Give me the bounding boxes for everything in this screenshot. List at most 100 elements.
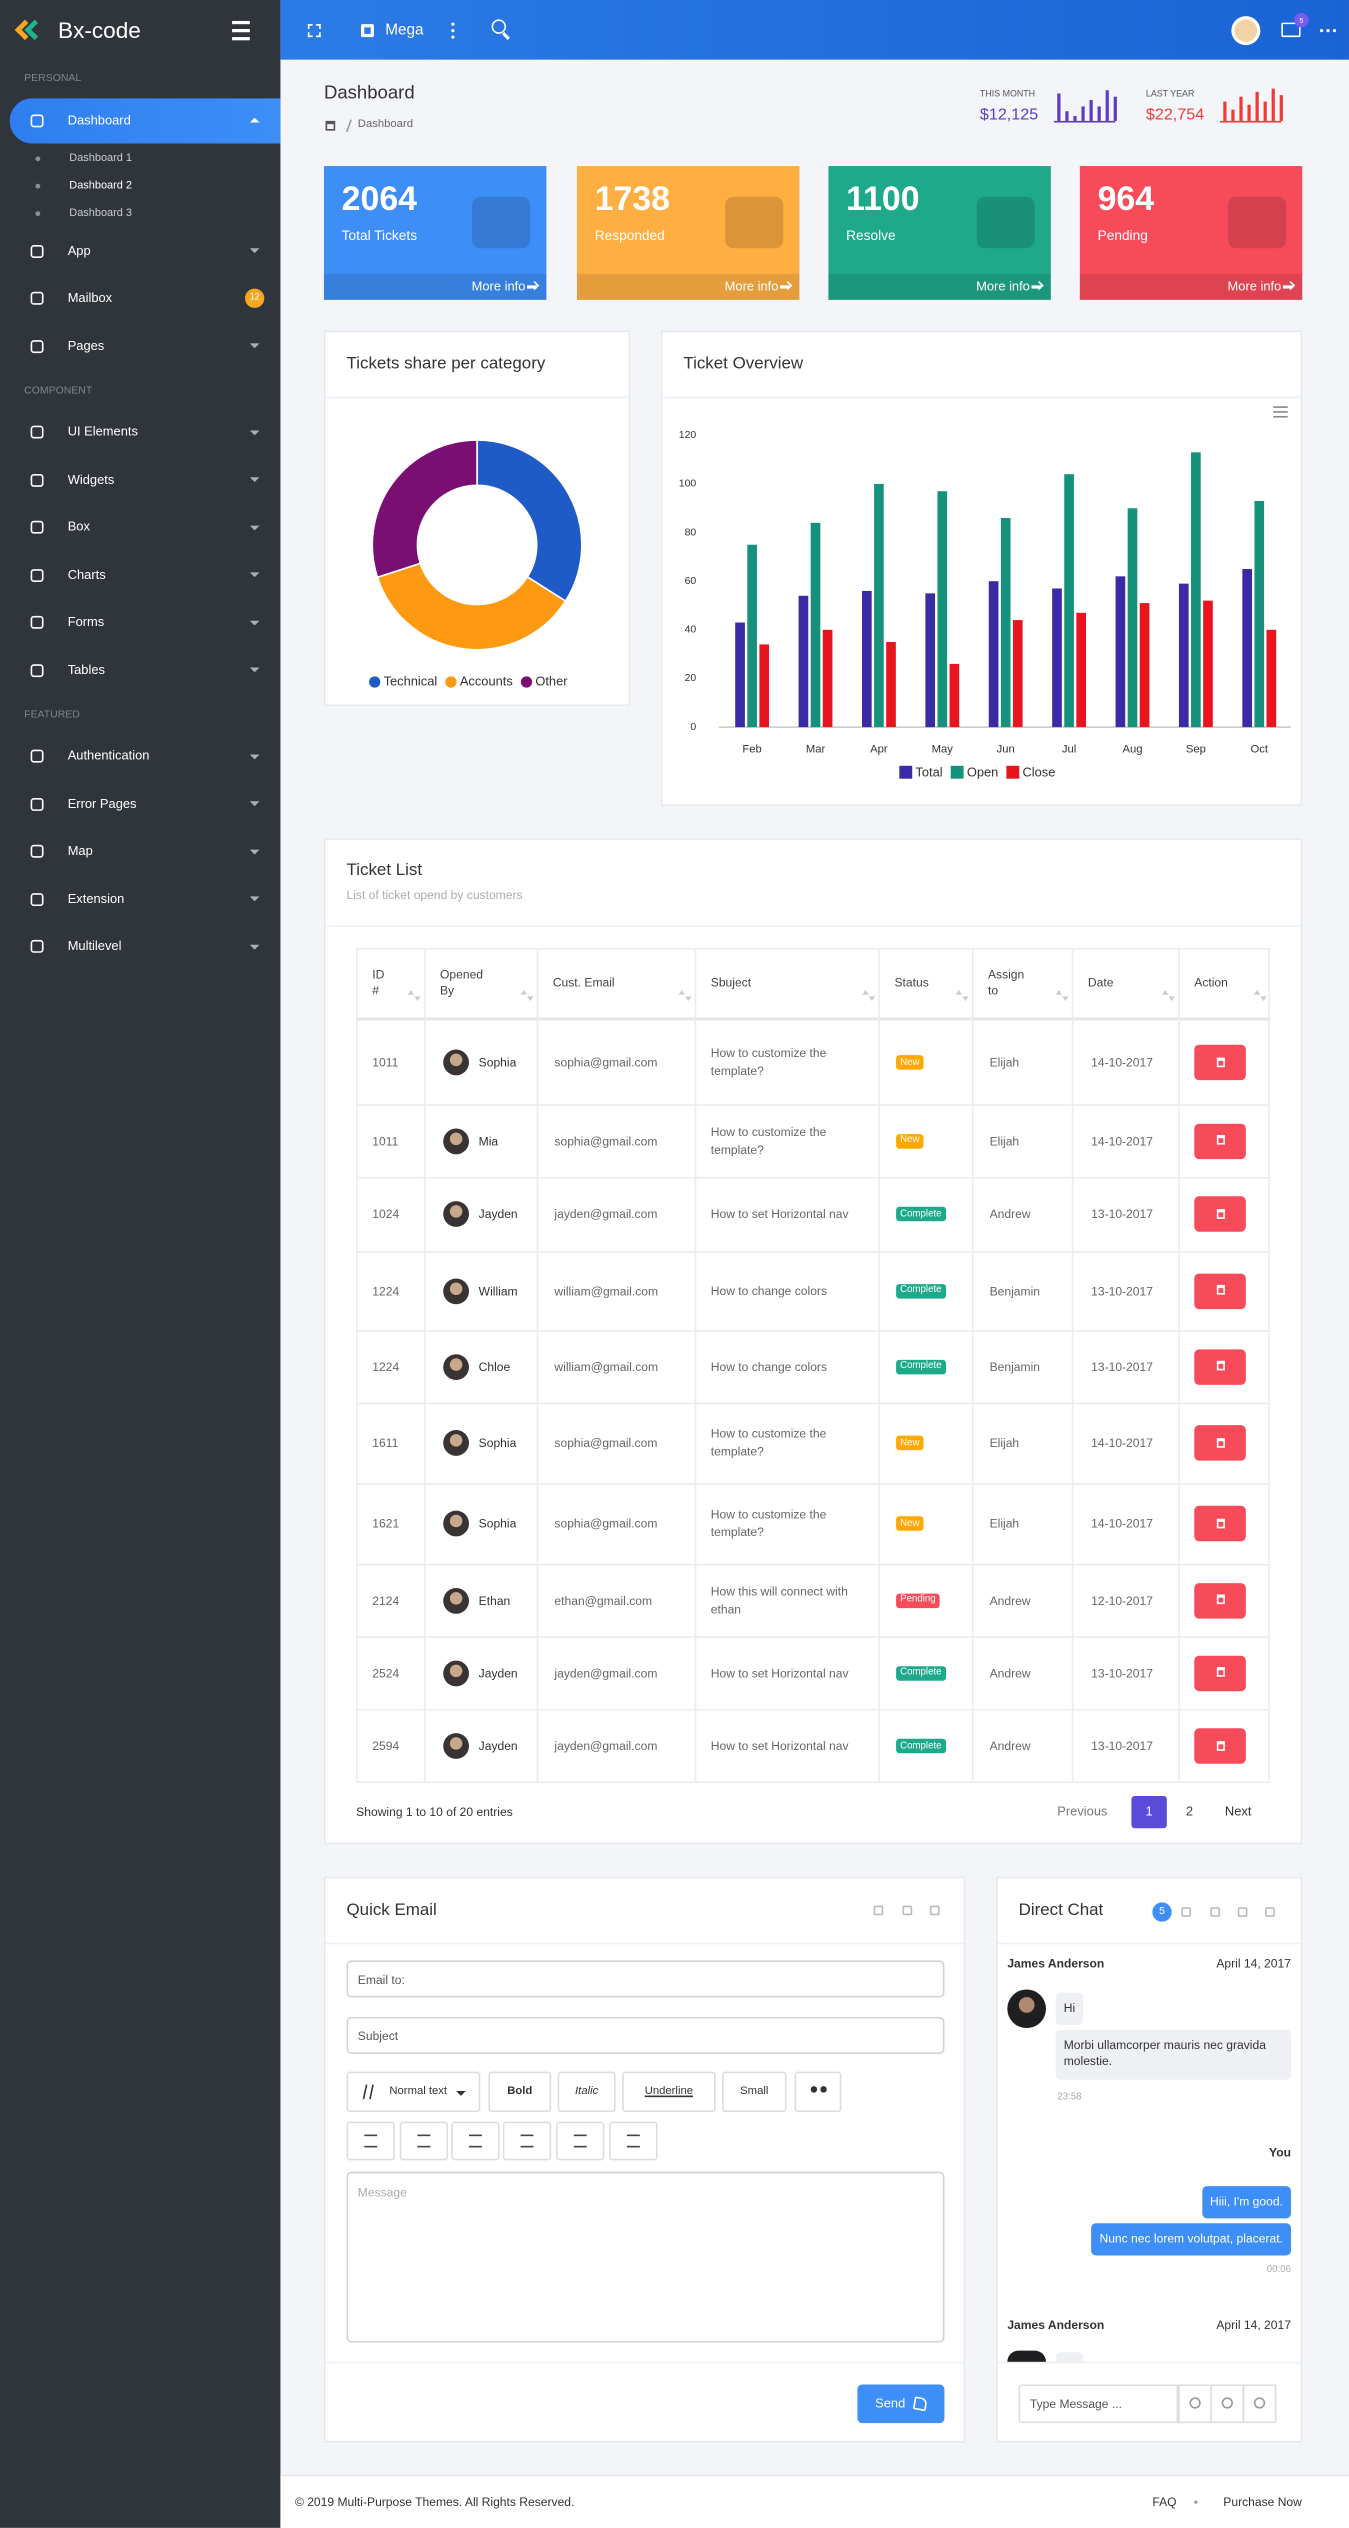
toolbar-button[interactable] (502, 2121, 552, 2161)
chat-input[interactable] (1018, 2384, 1179, 2424)
toolbar-button[interactable] (622, 2071, 716, 2112)
sidebar-sub-item[interactable]: Dashboard 2 (69, 179, 133, 191)
fullscreen-icon[interactable] (307, 24, 321, 38)
panel-tool[interactable] (1210, 1907, 1221, 1917)
caret (249, 343, 260, 349)
panel-tool[interactable] (929, 1905, 940, 1916)
user-avatar[interactable] (1231, 16, 1261, 46)
sidebar-item[interactable]: Authentication (67, 748, 150, 763)
pagination-page[interactable]: 2 (1185, 1804, 1194, 1819)
toolbar-button[interactable] (399, 2121, 449, 2161)
stat-card-link[interactable]: More info (976, 279, 1030, 294)
table-header[interactable]: Status (894, 975, 929, 990)
sidebar-sub-item[interactable]: Dashboard 1 (69, 152, 133, 164)
sparkline-bar (1231, 109, 1235, 121)
table-header[interactable]: Action (1194, 975, 1228, 990)
home-icon[interactable] (325, 120, 336, 131)
sidebar-item[interactable]: Map (67, 843, 93, 859)
table-header[interactable]: ID # (372, 967, 385, 998)
stat-card-link[interactable]: More info (1227, 279, 1282, 294)
toolbar-button[interactable] (488, 2071, 552, 2112)
sidebar-badge: 12 (249, 292, 260, 303)
panel-tool[interactable] (1265, 1907, 1275, 1917)
send-label[interactable]: Send (875, 2396, 906, 2411)
table-header[interactable]: Opened By (439, 967, 484, 998)
sparkline-base (1220, 120, 1282, 123)
ticket-id: 2124 (372, 1592, 400, 1608)
panel-tool[interactable] (873, 1905, 884, 1916)
sidebar-item[interactable]: App (67, 242, 91, 258)
sidebar-item[interactable]: Box (67, 519, 90, 534)
sort-icon (862, 989, 869, 995)
table-header[interactable]: Assign to (987, 967, 1025, 998)
stat-card-link[interactable]: More info (724, 279, 779, 294)
topbar (280, 0, 1349, 60)
sidebar-item[interactable]: Error Pages (67, 795, 137, 811)
stat-label: THIS MONTH (979, 89, 1036, 100)
delete-button[interactable] (1194, 1272, 1246, 1309)
table-row-line (356, 1708, 1271, 1711)
delete-button[interactable] (1194, 1196, 1246, 1232)
sidebar-item[interactable]: Extension (67, 891, 125, 906)
delete-button[interactable] (1194, 1425, 1246, 1461)
pagination-page[interactable]: 1 (1145, 1804, 1153, 1819)
sidebar-item[interactable]: UI Elements (67, 424, 138, 439)
mega-menu[interactable]: Mega (385, 21, 424, 40)
toolbar-button[interactable] (556, 2121, 605, 2161)
assign-to: Andrew (989, 1665, 1031, 1680)
toolbar-button[interactable] (609, 2121, 658, 2161)
panel-tool[interactable] (1237, 1907, 1248, 1917)
toolbar-button[interactable] (346, 2071, 481, 2112)
delete-button[interactable] (1194, 1654, 1246, 1691)
sparkline-bar (1065, 111, 1069, 121)
toolbar-button[interactable] (794, 2071, 842, 2112)
date: 12-10-2017 (1091, 1592, 1153, 1608)
message-input[interactable] (346, 2171, 945, 2343)
sidebar-section-label: FEATURED (24, 708, 80, 721)
panel-tool[interactable] (1181, 1907, 1192, 1917)
table-header[interactable]: Cust. Email (552, 975, 615, 990)
footer-link[interactable]: Purchase Now (1223, 2494, 1302, 2510)
delete-button[interactable] (1194, 1728, 1246, 1764)
footer-link[interactable]: FAQ (1152, 2494, 1177, 2510)
table-header[interactable]: Sbuject (710, 975, 752, 990)
panel-tool[interactable] (902, 1905, 913, 1916)
caret (249, 248, 260, 254)
delete-button[interactable] (1194, 1505, 1246, 1542)
delete-button[interactable] (1194, 1122, 1246, 1159)
sidebar-item[interactable]: Tables (67, 662, 105, 677)
sidebar-item[interactable]: Charts (67, 567, 106, 582)
sidebar-item[interactable]: Widgets (67, 471, 115, 487)
chart-menu-icon (1273, 405, 1288, 408)
stat-card-link[interactable]: More info (471, 279, 526, 294)
table-header[interactable]: Date (1087, 975, 1114, 990)
toolbar-button[interactable] (346, 2121, 395, 2161)
sidebar-item[interactable]: Mailbox (67, 290, 113, 306)
status-badge: New (896, 1055, 924, 1070)
delete-button[interactable] (1194, 1044, 1246, 1081)
sidebar-active[interactable] (9, 97, 281, 143)
send-button[interactable] (857, 2384, 945, 2424)
sidebar-item[interactable]: Dashboard (67, 112, 131, 127)
email-input[interactable] (346, 1960, 945, 1998)
caret (249, 477, 260, 483)
sidebar-item[interactable]: Multilevel (67, 938, 122, 954)
ticket-panel (323, 838, 1303, 1845)
delete-button[interactable] (1194, 1348, 1246, 1385)
toolbar-button[interactable] (722, 2071, 787, 2112)
table-col-line (878, 947, 880, 1784)
sidebar-sub-item[interactable]: Dashboard 3 (69, 207, 133, 219)
placeholder: Subject (357, 2028, 399, 2043)
sidebar-item[interactable]: Pages (67, 338, 105, 353)
toolbar-button[interactable] (557, 2071, 616, 2112)
delete-button[interactable] (1194, 1582, 1246, 1618)
chat-tool[interactable] (1242, 2384, 1277, 2424)
subject-input[interactable] (346, 2016, 945, 2054)
mail-icon[interactable] (1281, 22, 1301, 38)
search-icon[interactable] (491, 19, 507, 34)
pagination-previous[interactable]: Previous (1057, 1804, 1108, 1819)
toolbar-button[interactable] (451, 2121, 500, 2161)
stat-value: $22,754 (1145, 105, 1205, 124)
pagination-next[interactable]: Next (1224, 1804, 1252, 1819)
sidebar-item[interactable]: Forms (67, 614, 105, 630)
